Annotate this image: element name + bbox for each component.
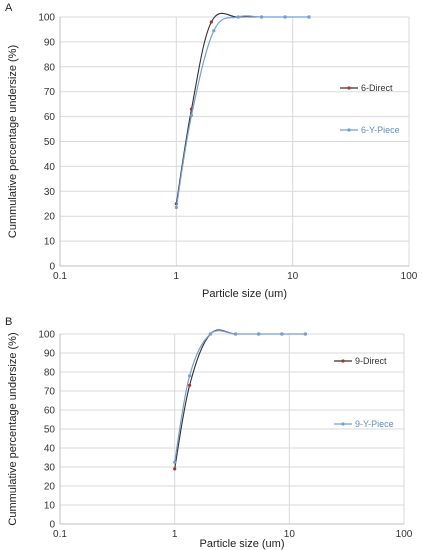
legend-swatch-marker <box>347 86 351 90</box>
x-tick-label: 1 <box>172 529 178 540</box>
data-point <box>189 113 194 117</box>
data-point <box>208 332 213 336</box>
y-tick-label: 80 <box>44 368 56 379</box>
data-point <box>174 205 178 210</box>
y-tick-label: 20 <box>44 482 56 493</box>
x-axis-title: Particle size (um) <box>202 288 287 300</box>
y-tick-label: 70 <box>44 87 56 98</box>
y-axis-title: Cummulative percentage undersize (%) <box>7 332 19 525</box>
data-point <box>212 29 216 33</box>
y-tick-label: 80 <box>44 62 56 73</box>
y-tick-label: 30 <box>44 463 56 474</box>
y-tick-label: 50 <box>44 425 56 436</box>
x-tick-label: 10 <box>284 529 296 540</box>
y-tick-label: 100 <box>38 13 55 24</box>
y-tick-label: 10 <box>44 237 56 248</box>
series-line-9-y-piece <box>174 330 306 463</box>
legend-label: 9-Direct <box>355 356 387 366</box>
y-tick-label: 10 <box>44 501 56 512</box>
legend-label: 9-Y-Piece <box>355 419 394 429</box>
data-point <box>259 15 264 19</box>
data-point <box>188 374 192 378</box>
data-point <box>257 332 261 336</box>
y-tick-label: 40 <box>44 444 56 455</box>
data-point <box>234 332 238 336</box>
y-tick-label: 40 <box>44 162 56 173</box>
legend-label: 6-Direct <box>361 83 393 93</box>
y-tick-label: 60 <box>44 406 56 417</box>
panel-letter-b: B <box>5 316 13 328</box>
chart-panel-a: 0 10 20 30 40 50 60 70 80 90 100 0.1 1 10 100 Particle … <box>7 13 418 301</box>
x-tick-label: 10 <box>287 271 299 282</box>
x-tick-label: 0.1 <box>53 529 67 540</box>
data-point <box>307 15 311 19</box>
x-tick-label: 100 <box>396 529 413 540</box>
data-point <box>188 383 192 387</box>
y-tick-label: 100 <box>38 330 55 341</box>
legend-swatch-marker <box>347 128 351 132</box>
legend-swatch-marker <box>341 422 345 426</box>
data-point <box>283 15 287 19</box>
y-tick-label: 70 <box>44 387 56 398</box>
x-tick-label: 1 <box>174 271 180 282</box>
panel-letter-a: A <box>5 2 13 14</box>
legend-swatch-marker <box>341 359 345 363</box>
data-point <box>236 15 240 19</box>
x-tick-label: 0.1 <box>53 271 67 282</box>
data-point <box>173 460 177 464</box>
x-tick-label: 100 <box>401 271 418 282</box>
chart-panel-b: 0 10 20 30 40 50 60 70 80 90 100 0.1 1 10 100 Particle … <box>7 329 413 550</box>
y-tick-label: 90 <box>44 37 56 48</box>
x-axis-title: Particle size (um) <box>200 538 285 550</box>
data-point <box>173 467 177 471</box>
y-tick-label: 0 <box>49 262 55 273</box>
y-tick-label: 30 <box>44 187 56 198</box>
y-tick-label: 20 <box>44 212 56 223</box>
y-tick-label: 60 <box>44 112 56 123</box>
y-axis-title: Cummulative percentage undersize (%) <box>7 45 19 238</box>
y-tick-label: 90 <box>44 349 56 360</box>
data-point <box>209 20 213 24</box>
y-tick-label: 0 <box>49 520 55 531</box>
data-point <box>280 332 284 336</box>
y-tick-label: 50 <box>44 137 56 148</box>
data-point <box>303 332 307 336</box>
series-line-6-y-piece <box>175 15 309 208</box>
legend-label: 6-Y-Piece <box>361 125 400 135</box>
